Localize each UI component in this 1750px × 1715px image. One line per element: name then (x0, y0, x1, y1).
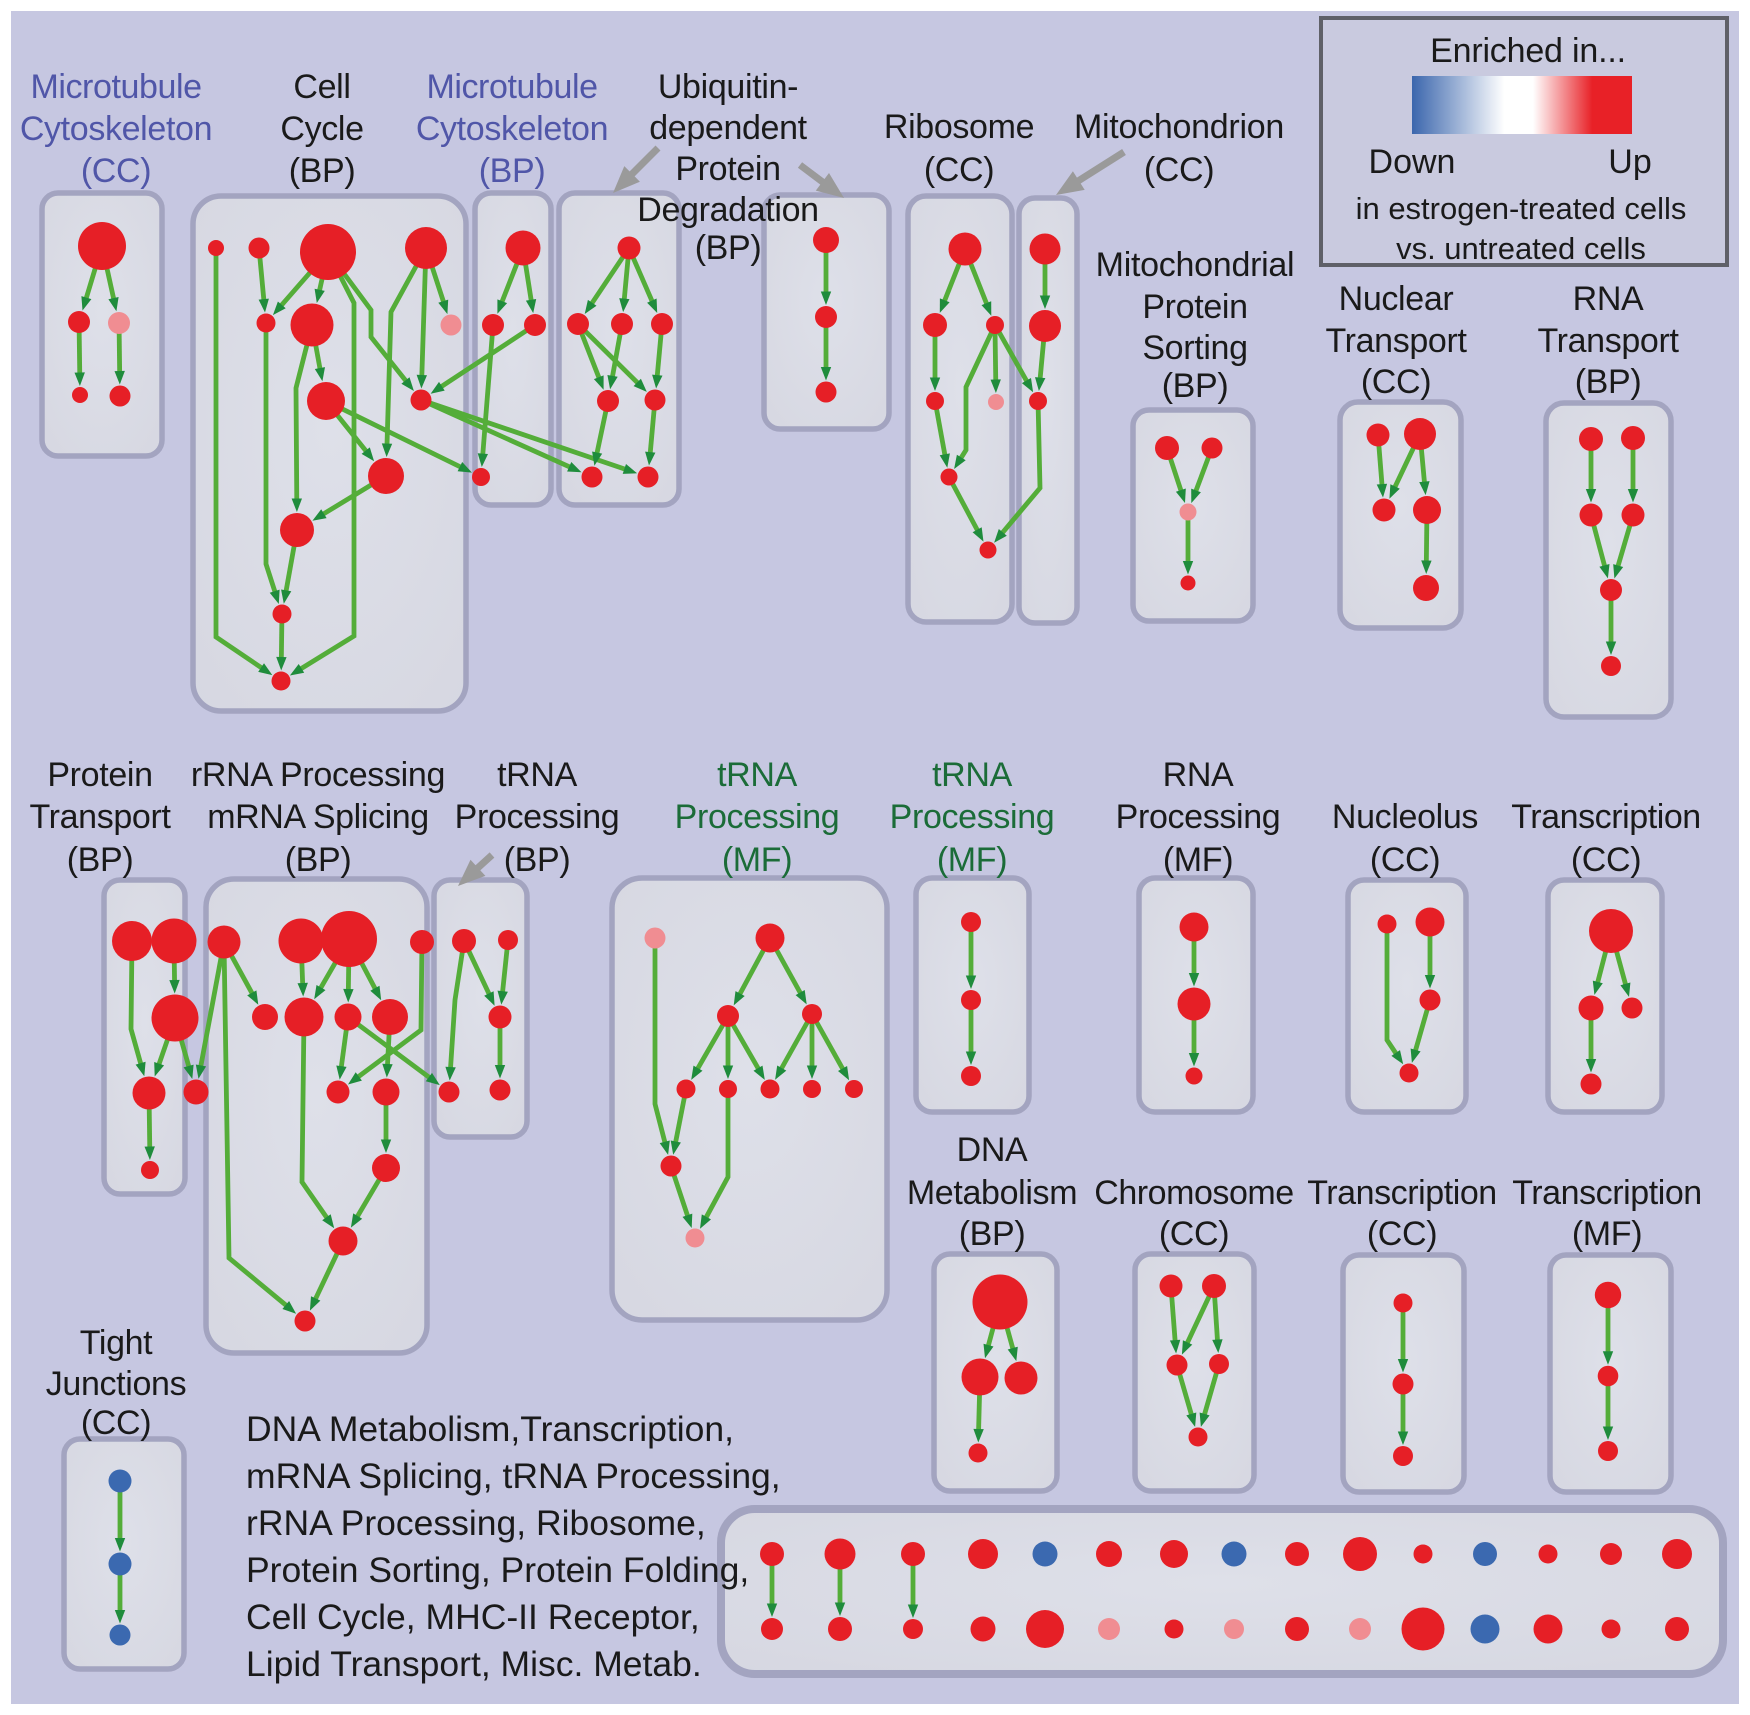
svg-text:Tight: Tight (80, 1324, 153, 1362)
svg-text:Nuclear: Nuclear (1339, 280, 1454, 318)
svg-text:Ubiquitin-: Ubiquitin- (658, 68, 798, 106)
svg-text:(BP): (BP) (695, 229, 762, 267)
svg-text:(CC): (CC) (81, 1404, 151, 1442)
svg-text:mRNA Splicing: mRNA Splicing (207, 798, 429, 836)
svg-text:vs. untreated cells: vs. untreated cells (1396, 231, 1646, 266)
svg-text:(BP): (BP) (959, 1215, 1026, 1253)
svg-text:(BP): (BP) (67, 841, 134, 879)
svg-text:Junctions: Junctions (46, 1365, 187, 1403)
svg-text:Transport: Transport (29, 798, 171, 836)
svg-text:(CC): (CC) (1361, 363, 1431, 401)
svg-text:Chromosome: Chromosome (1094, 1174, 1293, 1212)
svg-text:Transport: Transport (1537, 322, 1679, 360)
svg-text:Transcription: Transcription (1307, 1174, 1497, 1212)
svg-text:(CC): (CC) (1159, 1215, 1229, 1253)
svg-text:Ribosome: Ribosome (884, 108, 1034, 146)
svg-text:Nucleolus: Nucleolus (1332, 798, 1478, 836)
svg-text:Microtubule: Microtubule (30, 68, 201, 106)
svg-text:Cytoskeleton: Cytoskeleton (20, 110, 212, 148)
svg-text:Down: Down (1369, 143, 1456, 181)
svg-text:mRNA Splicing, tRNA Processing: mRNA Splicing, tRNA Processing, (246, 1456, 781, 1496)
svg-text:Transcription: Transcription (1512, 1174, 1702, 1212)
svg-text:(CC): (CC) (1571, 841, 1641, 879)
svg-text:Cell: Cell (293, 68, 350, 106)
svg-text:rRNA Processing: rRNA Processing (191, 756, 445, 794)
svg-text:(BP): (BP) (289, 152, 356, 190)
svg-text:Enriched in...: Enriched in... (1430, 32, 1626, 70)
svg-text:Processing: Processing (675, 798, 840, 836)
svg-text:tRNA: tRNA (932, 756, 1013, 794)
svg-text:tRNA: tRNA (717, 756, 798, 794)
svg-text:(MF): (MF) (722, 841, 792, 879)
svg-text:Transcription: Transcription (1511, 798, 1701, 836)
svg-text:Protein: Protein (1142, 288, 1247, 326)
svg-text:Degradation: Degradation (637, 191, 818, 229)
svg-text:Cycle: Cycle (280, 110, 363, 148)
svg-text:Sorting: Sorting (1142, 329, 1247, 367)
svg-text:(BP): (BP) (479, 152, 546, 190)
svg-text:(BP): (BP) (504, 841, 571, 879)
svg-text:(BP): (BP) (285, 841, 352, 879)
svg-text:Mitochondrial: Mitochondrial (1096, 246, 1295, 284)
svg-text:Metabolism: Metabolism (907, 1174, 1077, 1212)
svg-text:(CC): (CC) (1370, 841, 1440, 879)
svg-text:(MF): (MF) (937, 841, 1007, 879)
svg-text:Processing: Processing (455, 798, 620, 836)
svg-text:Protein: Protein (675, 150, 780, 188)
svg-text:Mitochondrion: Mitochondrion (1074, 108, 1284, 146)
svg-text:(CC): (CC) (1367, 1215, 1437, 1253)
svg-text:(CC): (CC) (1144, 151, 1214, 189)
svg-text:(BP): (BP) (1162, 367, 1229, 405)
svg-text:Protein Sorting, Protein Foldi: Protein Sorting, Protein Folding, (246, 1550, 749, 1590)
svg-text:Transport: Transport (1325, 322, 1467, 360)
svg-text:Up: Up (1608, 143, 1651, 181)
svg-text:Microtubule: Microtubule (426, 68, 597, 106)
svg-text:Processing: Processing (890, 798, 1055, 836)
svg-text:Processing: Processing (1116, 798, 1281, 836)
svg-text:RNA: RNA (1163, 756, 1234, 794)
svg-text:DNA Metabolism,Transcription,: DNA Metabolism,Transcription, (246, 1409, 734, 1449)
svg-text:(BP): (BP) (1575, 363, 1642, 401)
svg-text:Protein: Protein (47, 756, 152, 794)
svg-text:RNA: RNA (1573, 280, 1644, 318)
svg-text:dependent: dependent (649, 109, 807, 147)
svg-text:Lipid Transport, Misc. Metab.: Lipid Transport, Misc. Metab. (246, 1644, 702, 1684)
svg-text:in estrogen-treated cells: in estrogen-treated cells (1356, 191, 1687, 226)
svg-text:tRNA: tRNA (497, 756, 578, 794)
svg-text:DNA: DNA (957, 1131, 1028, 1169)
svg-text:(MF): (MF) (1572, 1215, 1642, 1253)
svg-text:Cytoskeleton: Cytoskeleton (416, 110, 608, 148)
svg-text:rRNA Processing, Ribosome,: rRNA Processing, Ribosome, (246, 1503, 706, 1543)
svg-text:(CC): (CC) (81, 152, 151, 190)
svg-text:(MF): (MF) (1163, 841, 1233, 879)
svg-text:(CC): (CC) (924, 151, 994, 189)
svg-text:Cell Cycle, MHC-II Receptor,: Cell Cycle, MHC-II Receptor, (246, 1597, 700, 1637)
